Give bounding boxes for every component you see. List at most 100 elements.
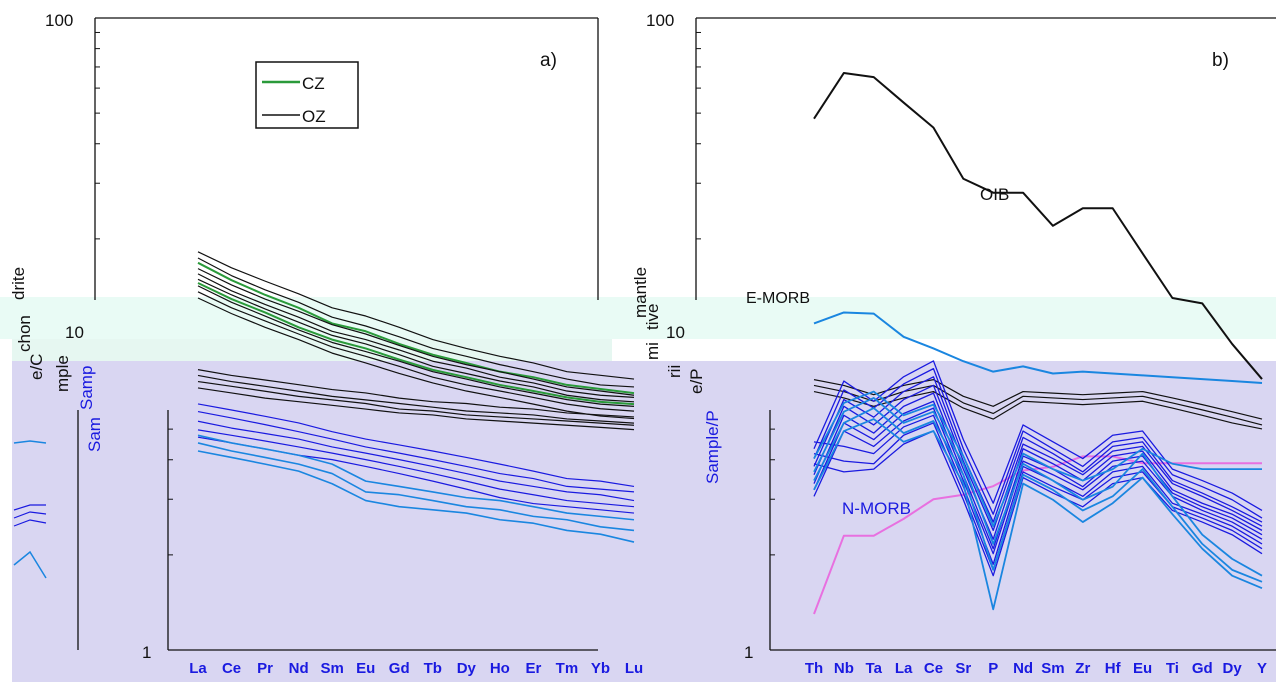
- y-tick-label: 100: [45, 11, 73, 30]
- sample-series-line: [813, 360, 1263, 512]
- legend-label-cz: CZ: [302, 74, 325, 93]
- x-tick-label: Dy: [1223, 660, 1243, 677]
- x-tick-label: Sm: [1041, 660, 1064, 677]
- ylabel-a-fragment-6: Sam: [85, 417, 104, 452]
- y-tick-label: 1: [744, 643, 753, 662]
- seam-series-line: [197, 369, 635, 418]
- seam-series-line: [197, 374, 635, 424]
- series-line-oz: [197, 273, 635, 399]
- ylabel-b-fragment-1: mantle: [631, 267, 650, 318]
- panel-b-label: b): [1212, 50, 1229, 71]
- y-tick-label: 1: [142, 643, 151, 662]
- sample-series-line: [197, 420, 635, 502]
- seam-band-lower-left: [12, 339, 612, 361]
- x-tick-label: Gd: [1192, 660, 1213, 677]
- annotation-e-morb: E-MORB: [746, 290, 810, 307]
- annotation-oib: OIB: [980, 185, 1009, 204]
- x-tick-label: Ho: [490, 660, 510, 677]
- fragment-line: [13, 550, 47, 579]
- x-tick-label: Th: [805, 660, 823, 677]
- x-tick-label: La: [895, 660, 913, 677]
- seam-series-line: [197, 380, 635, 426]
- x-tick-label: Hf: [1105, 660, 1122, 677]
- sample-series-line: [813, 367, 1263, 519]
- sample-series-line: [197, 410, 635, 493]
- ylabel-b-fragment-5: e/P: [687, 368, 706, 394]
- sample-cyan-line: [197, 450, 635, 543]
- ylabel-a-fragment-4: mple: [53, 355, 72, 392]
- series-line-oz: [197, 285, 635, 408]
- x-tick-label: Yb: [591, 660, 610, 677]
- fragment-line: [13, 504, 46, 511]
- series-line-oz: [197, 278, 635, 403]
- x-tick-label: Sm: [320, 660, 343, 677]
- x-tick-label: Dy: [457, 660, 477, 677]
- sample-series-line: [813, 414, 1263, 565]
- y-tick-label: 10: [65, 323, 84, 342]
- series-line-oz: [197, 297, 635, 420]
- series-line-oz: [197, 251, 635, 380]
- series-line-emorb: [813, 311, 1263, 384]
- panel-b: 100 10 1 Th Nb Ta La Ce Sr P Nd Sm Zr Hf Eu Ti Gd Dy Y: [646, 11, 1276, 677]
- x-tick-label: Nd: [1013, 660, 1033, 677]
- ylabel-b-fragment-6: Sample/P: [703, 410, 722, 484]
- series-line-cz: [197, 282, 635, 406]
- y-tick-label: 100: [646, 11, 674, 30]
- ylabel-a-fragment-2: chon: [15, 315, 34, 352]
- fragment-line: [13, 440, 47, 444]
- x-tick-label: Lu: [625, 660, 643, 677]
- series-line-oz: [197, 257, 635, 388]
- x-tick-label: Ce: [924, 660, 943, 677]
- ylabel-b-fragment-4: rii: [665, 365, 684, 378]
- legend-label-oz: OZ: [302, 107, 326, 126]
- sample-cyan-line: [813, 418, 1263, 611]
- lower-background: [12, 361, 1276, 682]
- legend-box: [255, 61, 359, 129]
- x-tick-label: Tm: [556, 660, 579, 677]
- x-tick-label: La: [189, 660, 207, 677]
- x-tick-label: Eu: [1133, 660, 1152, 677]
- ylabel-a-fragment-3: e/C: [27, 354, 46, 380]
- x-tick-label: Tb: [424, 660, 442, 677]
- legend: CZ OZ: [255, 61, 359, 129]
- x-tick-label: Ce: [222, 660, 241, 677]
- sample-cyan-line: [813, 407, 1263, 583]
- left-fragment: [13, 410, 79, 650]
- sample-series-line: [813, 400, 1263, 550]
- fragment-line: [13, 519, 47, 527]
- sample-cyan-line: [813, 397, 1263, 577]
- x-tick-label: Zr: [1075, 660, 1090, 677]
- series-line-oib: [813, 71, 1263, 380]
- x-tick-label: Ta: [866, 660, 883, 677]
- panel-a-label: a): [540, 50, 557, 71]
- sample-cyan-line: [197, 442, 635, 532]
- ylabel-b-fragment-3: mi: [643, 342, 662, 360]
- series-line-oz: [197, 268, 635, 396]
- panel-a: 100 10 1 La Ce Pr Nd Sm Eu Gd Tb Dy Ho Er Tm Yb Lu: [45, 11, 643, 677]
- sample-cyan-line: [813, 390, 1262, 528]
- sample-series-line: [197, 403, 635, 488]
- sample-series-line: [813, 407, 1263, 555]
- x-tick-label: Pr: [257, 660, 273, 677]
- ylabel-a-fragment-5: Samp: [77, 366, 96, 410]
- sample-series-line: [197, 429, 635, 508]
- fragment-line: [13, 511, 47, 519]
- sample-cyan-line: [197, 434, 635, 521]
- series-line-cz: [197, 261, 635, 395]
- sample-series-line: [813, 384, 1263, 532]
- annotation-n-morb: N-MORB: [842, 499, 911, 518]
- seam-band-a: [0, 297, 620, 339]
- y-tick-label: 10: [666, 323, 685, 342]
- x-tick-label: Eu: [356, 660, 375, 677]
- x-tick-label: Sr: [955, 660, 971, 677]
- series-line-oz: [197, 291, 635, 412]
- seam-band-b: [620, 297, 1276, 339]
- ylabel-b-fragment-2: tive: [643, 304, 662, 330]
- x-tick-label: Nb: [834, 660, 854, 677]
- seam-series-line: [813, 390, 1263, 430]
- x-tick-label: Y: [1257, 660, 1267, 677]
- x-tick-label: Nd: [289, 660, 309, 677]
- x-tick-label: Gd: [389, 660, 410, 677]
- sample-series-line: [813, 422, 1263, 571]
